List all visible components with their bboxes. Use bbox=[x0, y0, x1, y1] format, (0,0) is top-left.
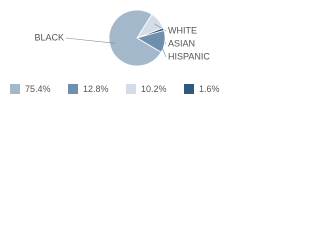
pie-slice bbox=[108, 9, 162, 67]
legend-label: 12.8% bbox=[83, 84, 109, 94]
legend-label: 1.6% bbox=[199, 84, 220, 94]
slice-label: ASIAN bbox=[168, 38, 195, 48]
legend-swatch bbox=[184, 84, 194, 94]
legend-swatch bbox=[68, 84, 78, 94]
slice-label: WHITE bbox=[168, 25, 197, 35]
legend-label: 10.2% bbox=[141, 84, 167, 94]
leader-line bbox=[65, 37, 116, 44]
slice-label: HISPANIC bbox=[168, 51, 210, 61]
slice-label: BLACK bbox=[34, 32, 64, 42]
leader-line bbox=[158, 40, 167, 58]
legend-swatch bbox=[126, 84, 136, 94]
legend-label: 75.4% bbox=[25, 84, 51, 94]
chart: WHITE ASIAN HISPANIC BLACK 75.4% 12.8% 10.2% 1.… bbox=[10, 9, 220, 94]
legend-swatch bbox=[10, 84, 20, 94]
